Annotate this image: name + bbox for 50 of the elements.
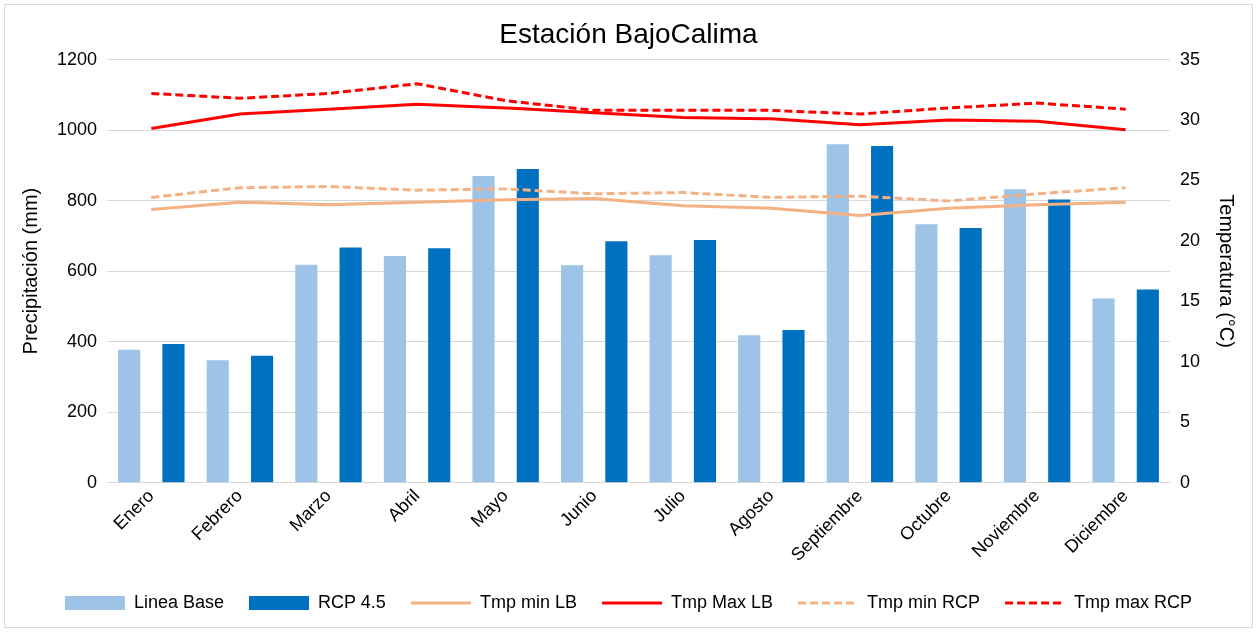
line-series — [149, 185, 1128, 203]
x-tick-label: Julio — [648, 485, 690, 526]
bar — [1048, 199, 1071, 483]
y2-tick-label: 15 — [1179, 290, 1201, 311]
legend-label: RCP 4.5 — [317, 591, 386, 612]
y2-tick-label: 5 — [1179, 411, 1190, 432]
bar — [1003, 189, 1027, 483]
bar — [561, 265, 584, 483]
bar — [649, 255, 672, 483]
y2-tick-label: 20 — [1179, 229, 1201, 250]
y-tick-label: 1000 — [57, 119, 98, 140]
y2-tick-label: 30 — [1179, 109, 1201, 129]
y-axis-title: Precipitación (mm) — [18, 187, 41, 355]
y2-tick-label: 25 — [1179, 169, 1201, 190]
legend-label: Linea Base — [133, 591, 224, 612]
bar — [871, 145, 894, 483]
legend-label: Tmp min RCP — [867, 591, 981, 612]
bar — [383, 255, 406, 483]
bar — [959, 228, 982, 483]
y2-axis-title: Temperatura (°C) — [1216, 194, 1239, 348]
y-tick-label: 600 — [67, 260, 98, 281]
bar — [206, 360, 229, 483]
bar — [295, 264, 318, 483]
y-tick-label: 1200 — [57, 48, 98, 69]
bar — [738, 335, 761, 483]
bar — [693, 240, 717, 483]
legend-label: Tmp max RCP — [1074, 591, 1193, 612]
bar — [1136, 289, 1159, 483]
y-tick-label: 800 — [67, 189, 98, 210]
y-tick-label: 400 — [67, 330, 98, 351]
bar — [915, 224, 938, 483]
y2-tick-label: 10 — [1179, 350, 1201, 371]
bar — [472, 175, 495, 483]
y2-tick-label: 0 — [1179, 471, 1190, 492]
bar — [1092, 298, 1115, 483]
bar — [516, 168, 539, 483]
bar — [826, 144, 849, 483]
chart-title: Estación BajoCalima — [499, 17, 759, 49]
y-tick-label: 0 — [87, 471, 98, 492]
legend-label: Tmp min LB — [480, 591, 578, 612]
bar — [782, 329, 805, 483]
y2-tick-label: 35 — [1179, 48, 1201, 69]
bar — [250, 355, 274, 483]
legend-label: Tmp Max LB — [671, 591, 774, 612]
bar — [605, 241, 628, 483]
bar — [118, 349, 141, 483]
bar — [162, 344, 185, 483]
bar — [339, 247, 362, 483]
y-tick-label: 200 — [67, 401, 98, 422]
bar — [428, 248, 451, 483]
